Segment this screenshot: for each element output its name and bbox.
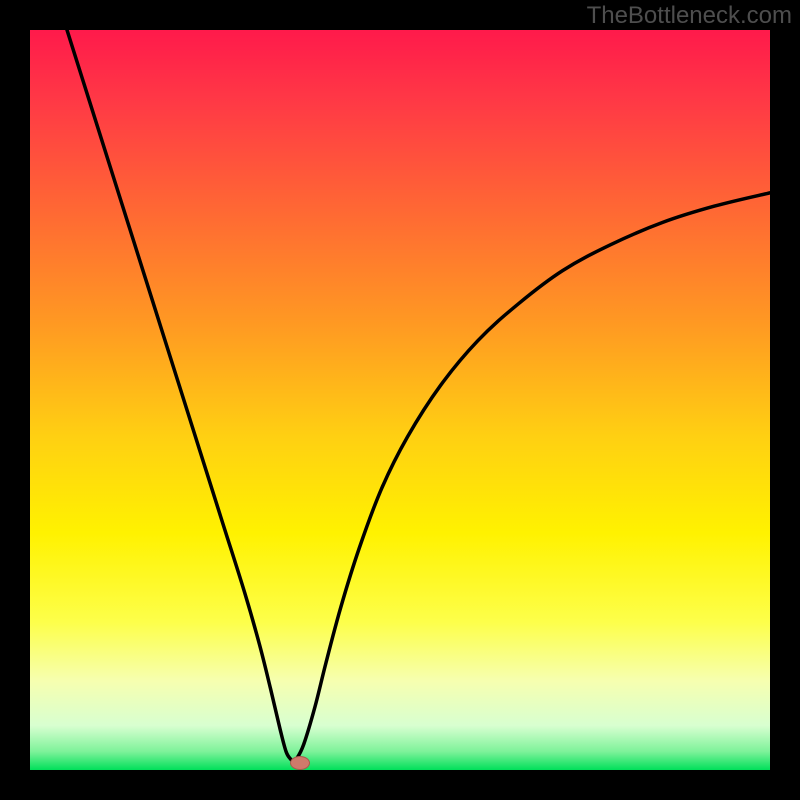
bottleneck-curve bbox=[67, 30, 770, 761]
plot-area bbox=[30, 30, 770, 770]
optimum-marker bbox=[290, 756, 310, 770]
chart-frame: TheBottleneck.com bbox=[0, 0, 800, 800]
watermark-text: TheBottleneck.com bbox=[587, 2, 792, 30]
curve-layer bbox=[30, 30, 770, 770]
